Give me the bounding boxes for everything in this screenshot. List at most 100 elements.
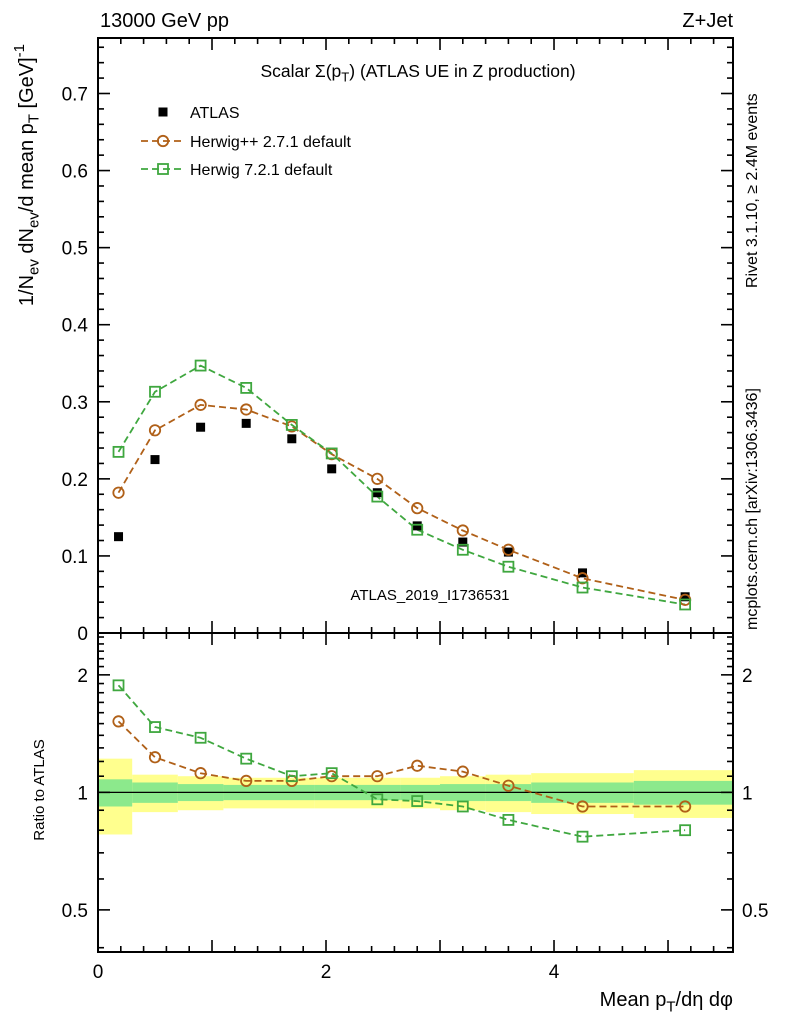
herwigpp-ratio-point <box>456 765 469 778</box>
axis-tick-labels: 0 2 4 0 0.1 0.2 0.3 0.4 0.5 0.6 0.7 0.5 0.5 1 1 2 2 <box>62 84 769 983</box>
herwig7-data-point <box>576 581 589 594</box>
herwig7-ratio-point <box>112 679 125 692</box>
process-label: Z+Jet <box>682 10 733 32</box>
herwig7-ratio-point <box>576 830 589 843</box>
herwig7-data-point <box>371 490 384 503</box>
y-tick-label: 0.5 <box>62 239 88 260</box>
herwigpp-data-point <box>411 502 424 515</box>
ratio-tick-label-right: 0.5 <box>742 901 768 922</box>
atlas-data-point <box>150 455 160 465</box>
axis-ticks <box>97 38 733 952</box>
herwigpp-data-point <box>371 472 384 485</box>
atlas-data-point <box>680 592 690 602</box>
herwigpp-ratio-point <box>576 800 589 813</box>
herwigpp-ratio-point <box>411 759 424 772</box>
herwigpp-ratio-point <box>112 715 125 728</box>
herwigpp-data-point <box>502 543 515 556</box>
herwig7-data-point <box>411 523 424 536</box>
herwig7-data-point <box>240 382 253 394</box>
herwig7-ratio-point <box>411 795 424 807</box>
legend-label-herwig7: Herwig 7.2.1 default <box>190 162 333 179</box>
herwig7-ratio-point <box>149 721 161 733</box>
herwigpp-top-line <box>117 403 686 601</box>
legend-marker-herwigpp <box>156 134 170 148</box>
ratio-tick-label-right: 1 <box>742 783 753 804</box>
x-tick-label: 4 <box>549 962 560 983</box>
y-tick-label: 0 <box>77 624 88 645</box>
herwig7-data-point <box>285 419 298 431</box>
x-axis-title: Mean pT/dη dφ <box>600 989 733 1015</box>
legend-marker-atlas <box>158 107 168 117</box>
x-tick-label: 2 <box>321 962 332 983</box>
herwig7-top-line <box>117 364 686 606</box>
herwig7-data-point <box>194 359 207 372</box>
atlas-data-point <box>412 521 422 531</box>
herwigpp-data-point <box>456 524 469 537</box>
atlas-data-point <box>196 422 206 432</box>
legend: ATLAS Herwig++ 2.7.1 default Herwig 7.2.1 … <box>141 105 352 179</box>
herwig7-top-points <box>112 359 692 611</box>
atlas-data-point <box>287 434 297 444</box>
top-panel-frame <box>97 37 734 634</box>
herwigpp-data-point <box>148 424 162 437</box>
ratio-tick-label-left: 2 <box>77 666 88 687</box>
y-tick-label: 0.3 <box>62 393 88 414</box>
ratio-axis-title: Ratio to ATLAS <box>31 739 48 840</box>
ratio-tick-label-right: 2 <box>742 666 753 687</box>
y-tick-label: 0.2 <box>62 470 88 491</box>
rivet-version-note: Rivet 3.1.10, ≥ 2.4M events <box>744 93 761 288</box>
herwig7-ratio-point <box>679 824 692 837</box>
herwigpp-ratio-point <box>194 767 207 780</box>
herwig7-ratio-point <box>325 767 338 780</box>
herwigpp-ratio-line <box>117 720 686 808</box>
atlas-data-point <box>458 537 468 547</box>
atlas-top-points <box>114 418 690 602</box>
herwig7-ratio-point <box>194 731 207 744</box>
herwig7-data-point <box>502 560 515 573</box>
herwigpp-data-point <box>112 486 125 499</box>
herwig7-ratio-line <box>117 684 686 838</box>
y-tick-label: 0.4 <box>62 316 89 337</box>
beam-energy-label: 13000 GeV pp <box>100 10 229 32</box>
herwigpp-ratio-point <box>148 751 162 764</box>
x-tick-label: 0 <box>93 962 104 983</box>
atlas-data-point <box>241 418 251 428</box>
plot-title: Scalar Σ(pT) (ATLAS UE in Z production) <box>260 61 575 85</box>
y-axis-title: 1/Nev dNev/d mean pT [GeV]-1 <box>11 44 42 306</box>
herwig7-ratio-points <box>112 679 692 843</box>
y-tick-label: 0.1 <box>62 547 88 568</box>
ratio-tick-label-left: 0.5 <box>62 901 88 922</box>
mcplots-arxiv-note: mcplots.cern.ch [arXiv:1306.3436] <box>744 388 761 630</box>
legend-label-herwigpp: Herwig++ 2.7.1 default <box>190 134 352 151</box>
herwig7-ratio-point <box>285 770 298 783</box>
herwigpp-data-point <box>240 403 253 416</box>
herwig7-data-point <box>679 598 692 611</box>
atlas-data-point <box>372 488 382 498</box>
herwig7-data-point <box>456 543 469 556</box>
analysis-watermark: ATLAS_2019_I1736531 <box>350 587 509 604</box>
herwigpp-ratio-point <box>371 770 384 783</box>
herwig7-ratio-point <box>240 752 253 765</box>
legend-marker-herwig7 <box>157 163 169 175</box>
legend-label-atlas: ATLAS <box>190 105 240 122</box>
ratio-tick-label-left: 1 <box>77 783 88 804</box>
y-tick-label: 0.7 <box>62 84 88 105</box>
herwig7-ratio-point <box>456 800 469 813</box>
atlas-data-point <box>503 547 513 557</box>
herwig7-data-point <box>112 445 125 458</box>
herwig7-ratio-point <box>502 814 515 826</box>
herwigpp-data-point <box>194 398 207 411</box>
herwigpp-data-point <box>576 572 589 585</box>
atlas-data-point <box>114 532 124 542</box>
y-tick-label: 0.6 <box>62 162 88 183</box>
chart-render-root: 0 2 4 0 0.1 0.2 0.3 0.4 0.5 0.6 0.7 0.5 0.5 1 1 2 2 ATLAS… <box>11 37 769 1015</box>
ratio-uncertainty-bands <box>98 758 733 835</box>
herwig7-ratio-point <box>371 793 384 806</box>
herwig7-data-point <box>325 447 338 460</box>
herwigpp-ratio-point <box>240 774 253 787</box>
herwig7-data-point <box>149 385 161 398</box>
herwigpp-ratio-point <box>679 800 692 813</box>
herwigpp-ratio-point <box>502 779 515 792</box>
